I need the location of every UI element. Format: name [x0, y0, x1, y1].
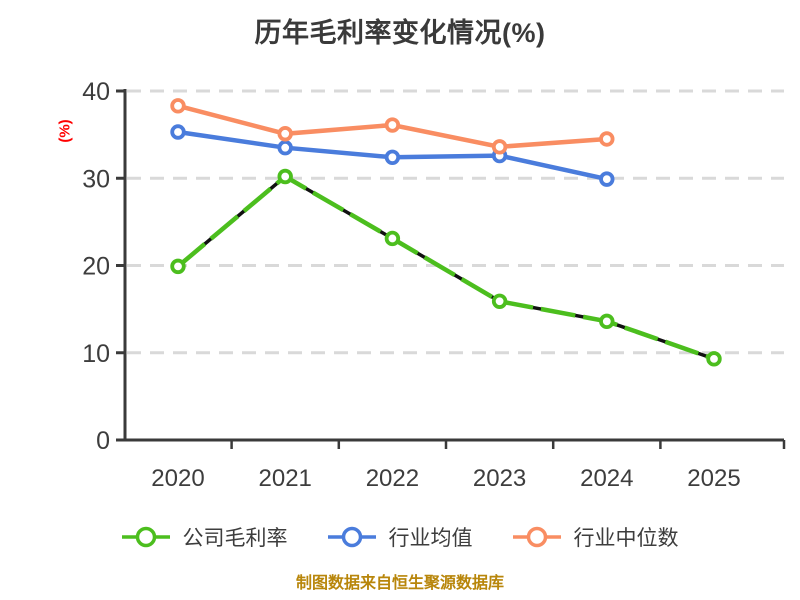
legend-marker-icon [121, 526, 170, 548]
y-tick-label: 20 [82, 253, 110, 281]
legend-label: 公司毛利率 [182, 527, 288, 550]
y-tick-label: 30 [82, 165, 110, 193]
plot-area: 0 10 20 30 40 2020 2021 2022 2023 2024 2025 [82, 78, 786, 492]
data-point-marker [170, 98, 186, 114]
data-point-marker [277, 140, 293, 156]
chart-title: 历年毛利率变化情况(%) [254, 18, 546, 48]
data-source-note: 制图数据来自恒生聚源数据库 [295, 575, 504, 592]
legend-label: 行业均值 [388, 527, 473, 550]
legend-marker-icon [512, 526, 561, 548]
x-tick-label: 2025 [687, 465, 740, 492]
data-point-marker [491, 293, 508, 309]
data-point-marker [599, 131, 615, 147]
data-point-marker [170, 258, 186, 275]
data-point-marker [599, 313, 615, 330]
legend-item-0[interactable]: 公司毛利率 [121, 522, 288, 552]
data-point-marker [384, 149, 401, 166]
data-point-marker [491, 139, 508, 155]
data-point-marker [384, 230, 401, 247]
data-point-marker [277, 126, 293, 142]
data-point-marker [170, 124, 186, 140]
data-point-marker [277, 168, 293, 185]
x-tick-label: 2024 [580, 465, 633, 492]
legend: 公司毛利率 行业均值 行业中位数 [0, 519, 800, 555]
legend-item-1[interactable]: 行业均值 [327, 522, 473, 552]
legend-marker-icon [327, 526, 376, 548]
y-tick-label: 10 [82, 340, 110, 368]
x-tick-label: 2022 [366, 465, 419, 492]
legend-label: 行业中位数 [573, 527, 679, 550]
y-tick-label: 0 [96, 427, 110, 455]
y-tick-label: 40 [82, 78, 110, 106]
data-point-marker [599, 171, 615, 187]
legend-item-2[interactable]: 行业中位数 [512, 522, 679, 552]
series-line-0 [176, 173, 715, 362]
x-tick-label: 2020 [151, 465, 204, 492]
data-point-marker [706, 351, 722, 367]
x-tick-label: 2023 [473, 465, 526, 492]
data-point-marker [384, 117, 401, 133]
x-tick-label: 2021 [259, 465, 312, 492]
